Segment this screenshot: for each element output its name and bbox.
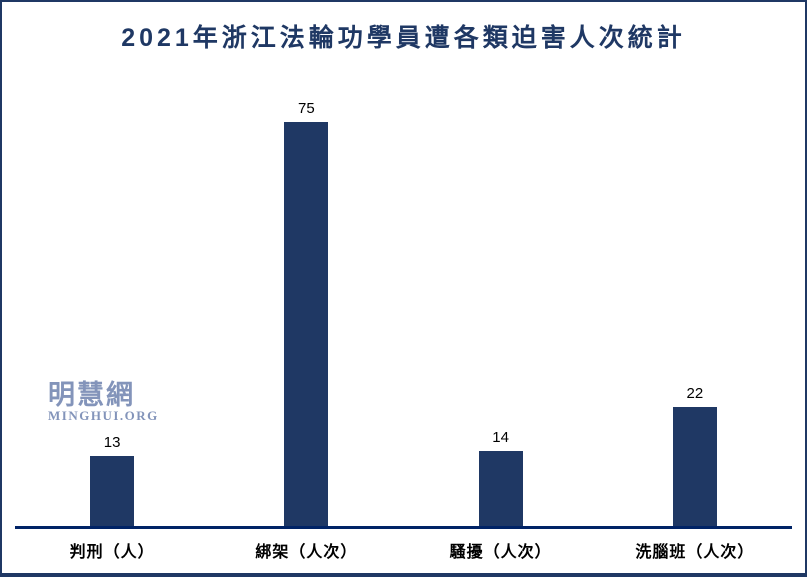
category-labels-row: 判刑（人） 綁架（人次） 騷擾（人次） 洗腦班（人次） <box>15 538 792 562</box>
bar <box>90 456 135 526</box>
bar-column: 13 <box>15 435 209 526</box>
category-label: 洗腦班（人次） <box>635 544 755 561</box>
category-label: 騷擾（人次） <box>449 544 552 561</box>
bar <box>284 122 329 526</box>
bar <box>672 407 717 526</box>
watermark-chinese-text: 明慧網 <box>48 380 135 410</box>
bar-column: 22 <box>598 386 792 526</box>
x-axis-line <box>15 526 792 529</box>
bar-value-label: 13 <box>103 434 121 451</box>
bar <box>478 451 523 526</box>
category-label: 綁架（人次） <box>255 544 358 561</box>
watermark-latin-text: MINGHUI.ORG <box>48 408 159 424</box>
plot-area: 13 75 14 22 判刑（人） 綁架（人次） 騷擾（人次） 洗腦班（人次） <box>15 2 792 573</box>
bar-column: 14 <box>404 430 598 526</box>
minghui-watermark: 明慧網 MINGHUI.ORG <box>48 381 159 423</box>
bars-container: 13 75 14 22 <box>15 101 792 526</box>
category-label: 判刑（人） <box>69 544 155 561</box>
chart-title: 2021年浙江法輪功學員遭各類迫害人次統計 <box>121 24 686 52</box>
bar-value-label: 22 <box>686 385 704 402</box>
bar-value-label: 75 <box>298 100 315 117</box>
bar-value-label: 14 <box>492 429 509 446</box>
bar-column: 75 <box>209 101 403 526</box>
